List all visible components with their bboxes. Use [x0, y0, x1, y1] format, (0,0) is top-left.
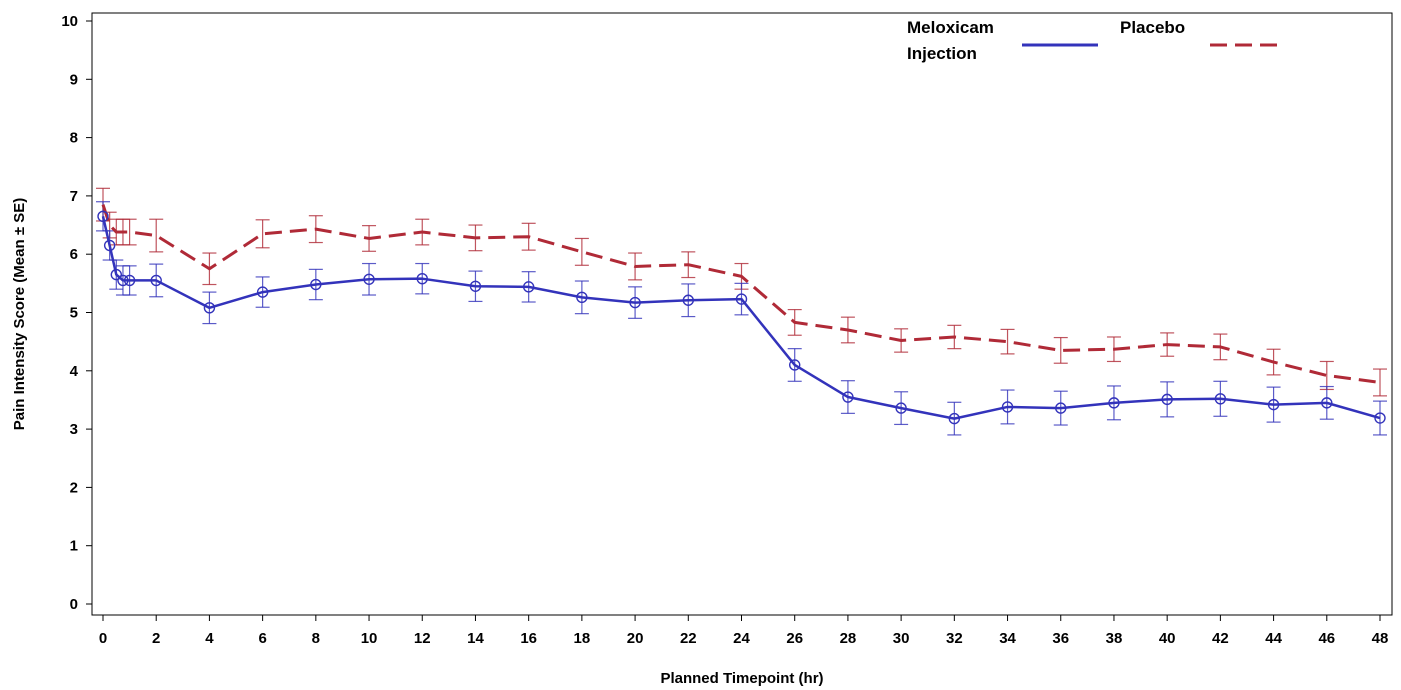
legend-meloxicam-label-line2: Injection [907, 44, 977, 63]
x-tick-label: 0 [99, 630, 107, 647]
data-markers [97, 210, 1386, 425]
meloxicam-point [469, 280, 482, 292]
x-tick-label: 16 [520, 630, 537, 647]
y-axis-title: Pain Intensity Score (Mean ± SE) [11, 198, 28, 430]
x-tick-label: 36 [1052, 630, 1069, 647]
x-tick-label: 40 [1159, 630, 1176, 647]
meloxicam-point [363, 273, 375, 285]
x-tick-label: 34 [999, 630, 1016, 647]
y-tick-label: 3 [70, 421, 78, 438]
meloxicam-point [842, 391, 854, 403]
x-tick-label: 20 [627, 630, 644, 647]
y-tick-label: 6 [70, 246, 78, 263]
x-tick-label: 32 [946, 630, 963, 647]
x-tick-label: 44 [1265, 630, 1282, 647]
meloxicam-point [522, 281, 535, 293]
x-tick-label: 22 [680, 630, 697, 647]
meloxicam-point [97, 210, 109, 223]
meloxicam-point [948, 412, 961, 425]
y-axis: 0 1 2 3 4 5 6 7 8 9 10 [61, 13, 92, 613]
x-tick-label: 4 [205, 630, 214, 647]
meloxicam-point [1214, 393, 1227, 405]
meloxicam-point [682, 294, 694, 306]
meloxicam-point [1108, 397, 1120, 409]
legend-meloxicam-label-line1: Meloxicam [907, 18, 994, 37]
x-tick-label: 6 [258, 630, 266, 647]
meloxicam-point [416, 272, 428, 285]
x-tick-label: 12 [414, 630, 431, 647]
meloxicam-point [150, 274, 162, 287]
x-tick-label: 46 [1318, 630, 1335, 647]
x-tick-label: 24 [733, 630, 750, 647]
y-tick-label: 0 [70, 596, 78, 613]
y-tick-label: 7 [70, 188, 78, 205]
meloxicam-point [123, 274, 136, 287]
x-tick-label: 2 [152, 630, 160, 647]
x-tick-label: 26 [786, 630, 803, 647]
meloxicam-point [1374, 412, 1386, 424]
series-lines [101, 204, 1381, 420]
meloxicam-point [1321, 397, 1333, 409]
meloxicam-point [1161, 393, 1173, 406]
meloxicam-point [1001, 401, 1014, 413]
legend: Meloxicam Injection Placebo [907, 18, 1282, 63]
meloxicam-point [1267, 398, 1280, 411]
y-tick-label: 5 [70, 305, 78, 322]
x-tick-label: 42 [1212, 630, 1229, 647]
meloxicam-point [789, 359, 801, 371]
x-axis: 0 2 4 6 8 10 12 14 16 18 20 22 24 26 28 30 32 34 36 38 40 42 4… [99, 615, 1389, 647]
meloxicam-point [576, 291, 588, 304]
x-tick-label: 28 [840, 630, 857, 647]
x-tick-label: 18 [574, 630, 591, 647]
y-tick-label: 4 [70, 363, 79, 380]
meloxicam-line [101, 216, 1381, 420]
y-tick-label: 1 [70, 538, 78, 555]
x-tick-label: 10 [361, 630, 378, 647]
error-bars [96, 187, 1387, 436]
legend-placebo-label: Placebo [1120, 18, 1185, 37]
x-tick-label: 8 [312, 630, 320, 647]
x-tick-label: 30 [893, 630, 910, 647]
meloxicam-point [103, 239, 116, 252]
meloxicam-point [895, 402, 907, 414]
x-tick-label: 38 [1106, 630, 1123, 647]
y-tick-label: 10 [61, 13, 78, 30]
meloxicam-point [1055, 402, 1067, 414]
y-tick-label: 9 [70, 71, 78, 88]
placebo-line [101, 204, 1381, 384]
y-tick-label: 2 [70, 479, 78, 496]
meloxicam-point [110, 268, 123, 281]
x-tick-label: 14 [467, 630, 484, 647]
x-axis-title: Planned Timepoint (hr) [660, 670, 823, 687]
x-tick-label: 48 [1372, 630, 1389, 647]
meloxicam-point [117, 274, 129, 287]
meloxicam-point [256, 286, 269, 298]
meloxicam-point [735, 293, 748, 305]
meloxicam-point [310, 278, 322, 291]
y-tick-label: 8 [70, 130, 78, 147]
meloxicam-point [629, 296, 641, 309]
meloxicam-point [203, 302, 216, 314]
